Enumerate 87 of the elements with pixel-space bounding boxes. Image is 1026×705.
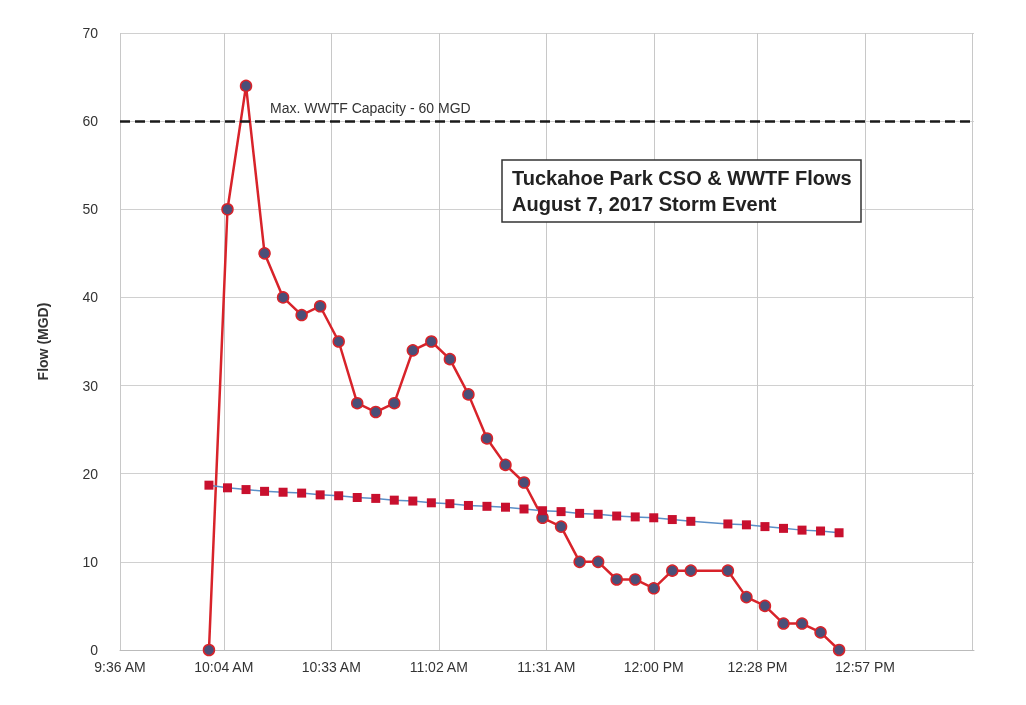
point bbox=[499, 458, 512, 472]
point bbox=[760, 522, 770, 532]
x-tick-label: 12:57 PM bbox=[835, 659, 895, 675]
y-tick-label: 40 bbox=[82, 289, 99, 306]
point bbox=[517, 476, 531, 489]
point bbox=[649, 513, 659, 523]
point bbox=[204, 480, 214, 490]
point bbox=[388, 396, 401, 410]
point bbox=[740, 590, 753, 604]
y-tick-label: 60 bbox=[82, 113, 99, 130]
point bbox=[556, 507, 566, 517]
point bbox=[610, 573, 623, 586]
point bbox=[834, 528, 844, 538]
x-tick-label: 10:04 AM bbox=[194, 659, 254, 675]
point bbox=[519, 504, 529, 514]
y-tick-label: 50 bbox=[82, 201, 99, 218]
point bbox=[445, 499, 455, 509]
point bbox=[241, 485, 251, 495]
point bbox=[591, 555, 605, 569]
point bbox=[723, 519, 733, 529]
point bbox=[276, 291, 290, 304]
y-tick-label: 70 bbox=[82, 25, 99, 41]
point bbox=[406, 344, 420, 357]
point bbox=[647, 582, 660, 595]
point bbox=[741, 520, 751, 530]
x-tick-label: 9:36 AM bbox=[94, 659, 146, 675]
point bbox=[221, 203, 234, 216]
point bbox=[297, 488, 307, 498]
point bbox=[315, 490, 325, 500]
y-tick-label: 10 bbox=[82, 553, 99, 570]
point bbox=[573, 555, 586, 569]
point bbox=[667, 515, 677, 525]
ref-line-label: Max. WWTF Capacity - 60 MGD bbox=[270, 100, 471, 117]
point bbox=[408, 496, 418, 506]
x-tick-label: 11:02 AM bbox=[409, 659, 468, 675]
point bbox=[352, 493, 362, 503]
point bbox=[500, 502, 510, 512]
point bbox=[482, 501, 492, 511]
point bbox=[222, 483, 232, 493]
x-tick-label: 12:28 PM bbox=[727, 659, 788, 675]
point bbox=[369, 405, 383, 419]
point bbox=[425, 335, 438, 348]
point bbox=[593, 509, 603, 519]
point bbox=[814, 626, 827, 639]
y-tick-label: 30 bbox=[82, 377, 99, 394]
point bbox=[686, 516, 696, 526]
point bbox=[480, 432, 494, 445]
point bbox=[816, 526, 826, 536]
point bbox=[350, 396, 364, 410]
point bbox=[443, 352, 457, 366]
text: Tuckahoe Park CSO & WWTF Flows bbox=[512, 167, 852, 189]
point bbox=[612, 511, 622, 521]
point bbox=[371, 493, 381, 503]
point bbox=[575, 508, 585, 518]
y-tick-label: 20 bbox=[82, 465, 99, 482]
point bbox=[666, 564, 679, 577]
y-tick-label: 0 bbox=[90, 642, 99, 658]
point bbox=[260, 486, 270, 496]
point bbox=[630, 512, 640, 522]
point bbox=[758, 599, 772, 613]
point bbox=[313, 300, 327, 313]
point bbox=[797, 525, 807, 535]
point bbox=[538, 506, 548, 516]
point bbox=[554, 520, 568, 533]
point bbox=[389, 495, 399, 505]
x-tick-label: 11:31 AM bbox=[517, 659, 576, 675]
point bbox=[258, 247, 271, 260]
point bbox=[239, 79, 253, 93]
point bbox=[628, 573, 642, 586]
point bbox=[426, 498, 436, 508]
point bbox=[334, 491, 344, 501]
point bbox=[463, 500, 473, 510]
point bbox=[777, 617, 790, 630]
point bbox=[278, 487, 288, 497]
x-tick-label: 10:33 AM bbox=[301, 659, 361, 675]
x-tick-label: 12:00 PM bbox=[623, 659, 684, 675]
point bbox=[795, 617, 809, 630]
point bbox=[462, 388, 475, 401]
point bbox=[832, 643, 846, 657]
point bbox=[295, 308, 308, 322]
point bbox=[332, 335, 345, 348]
y-axis-title: Flow (MGD) bbox=[35, 302, 51, 381]
point bbox=[721, 564, 735, 577]
point bbox=[778, 523, 788, 533]
text: August 7, 2017 Storm Event bbox=[512, 193, 777, 215]
point bbox=[202, 643, 216, 657]
point bbox=[684, 564, 698, 577]
